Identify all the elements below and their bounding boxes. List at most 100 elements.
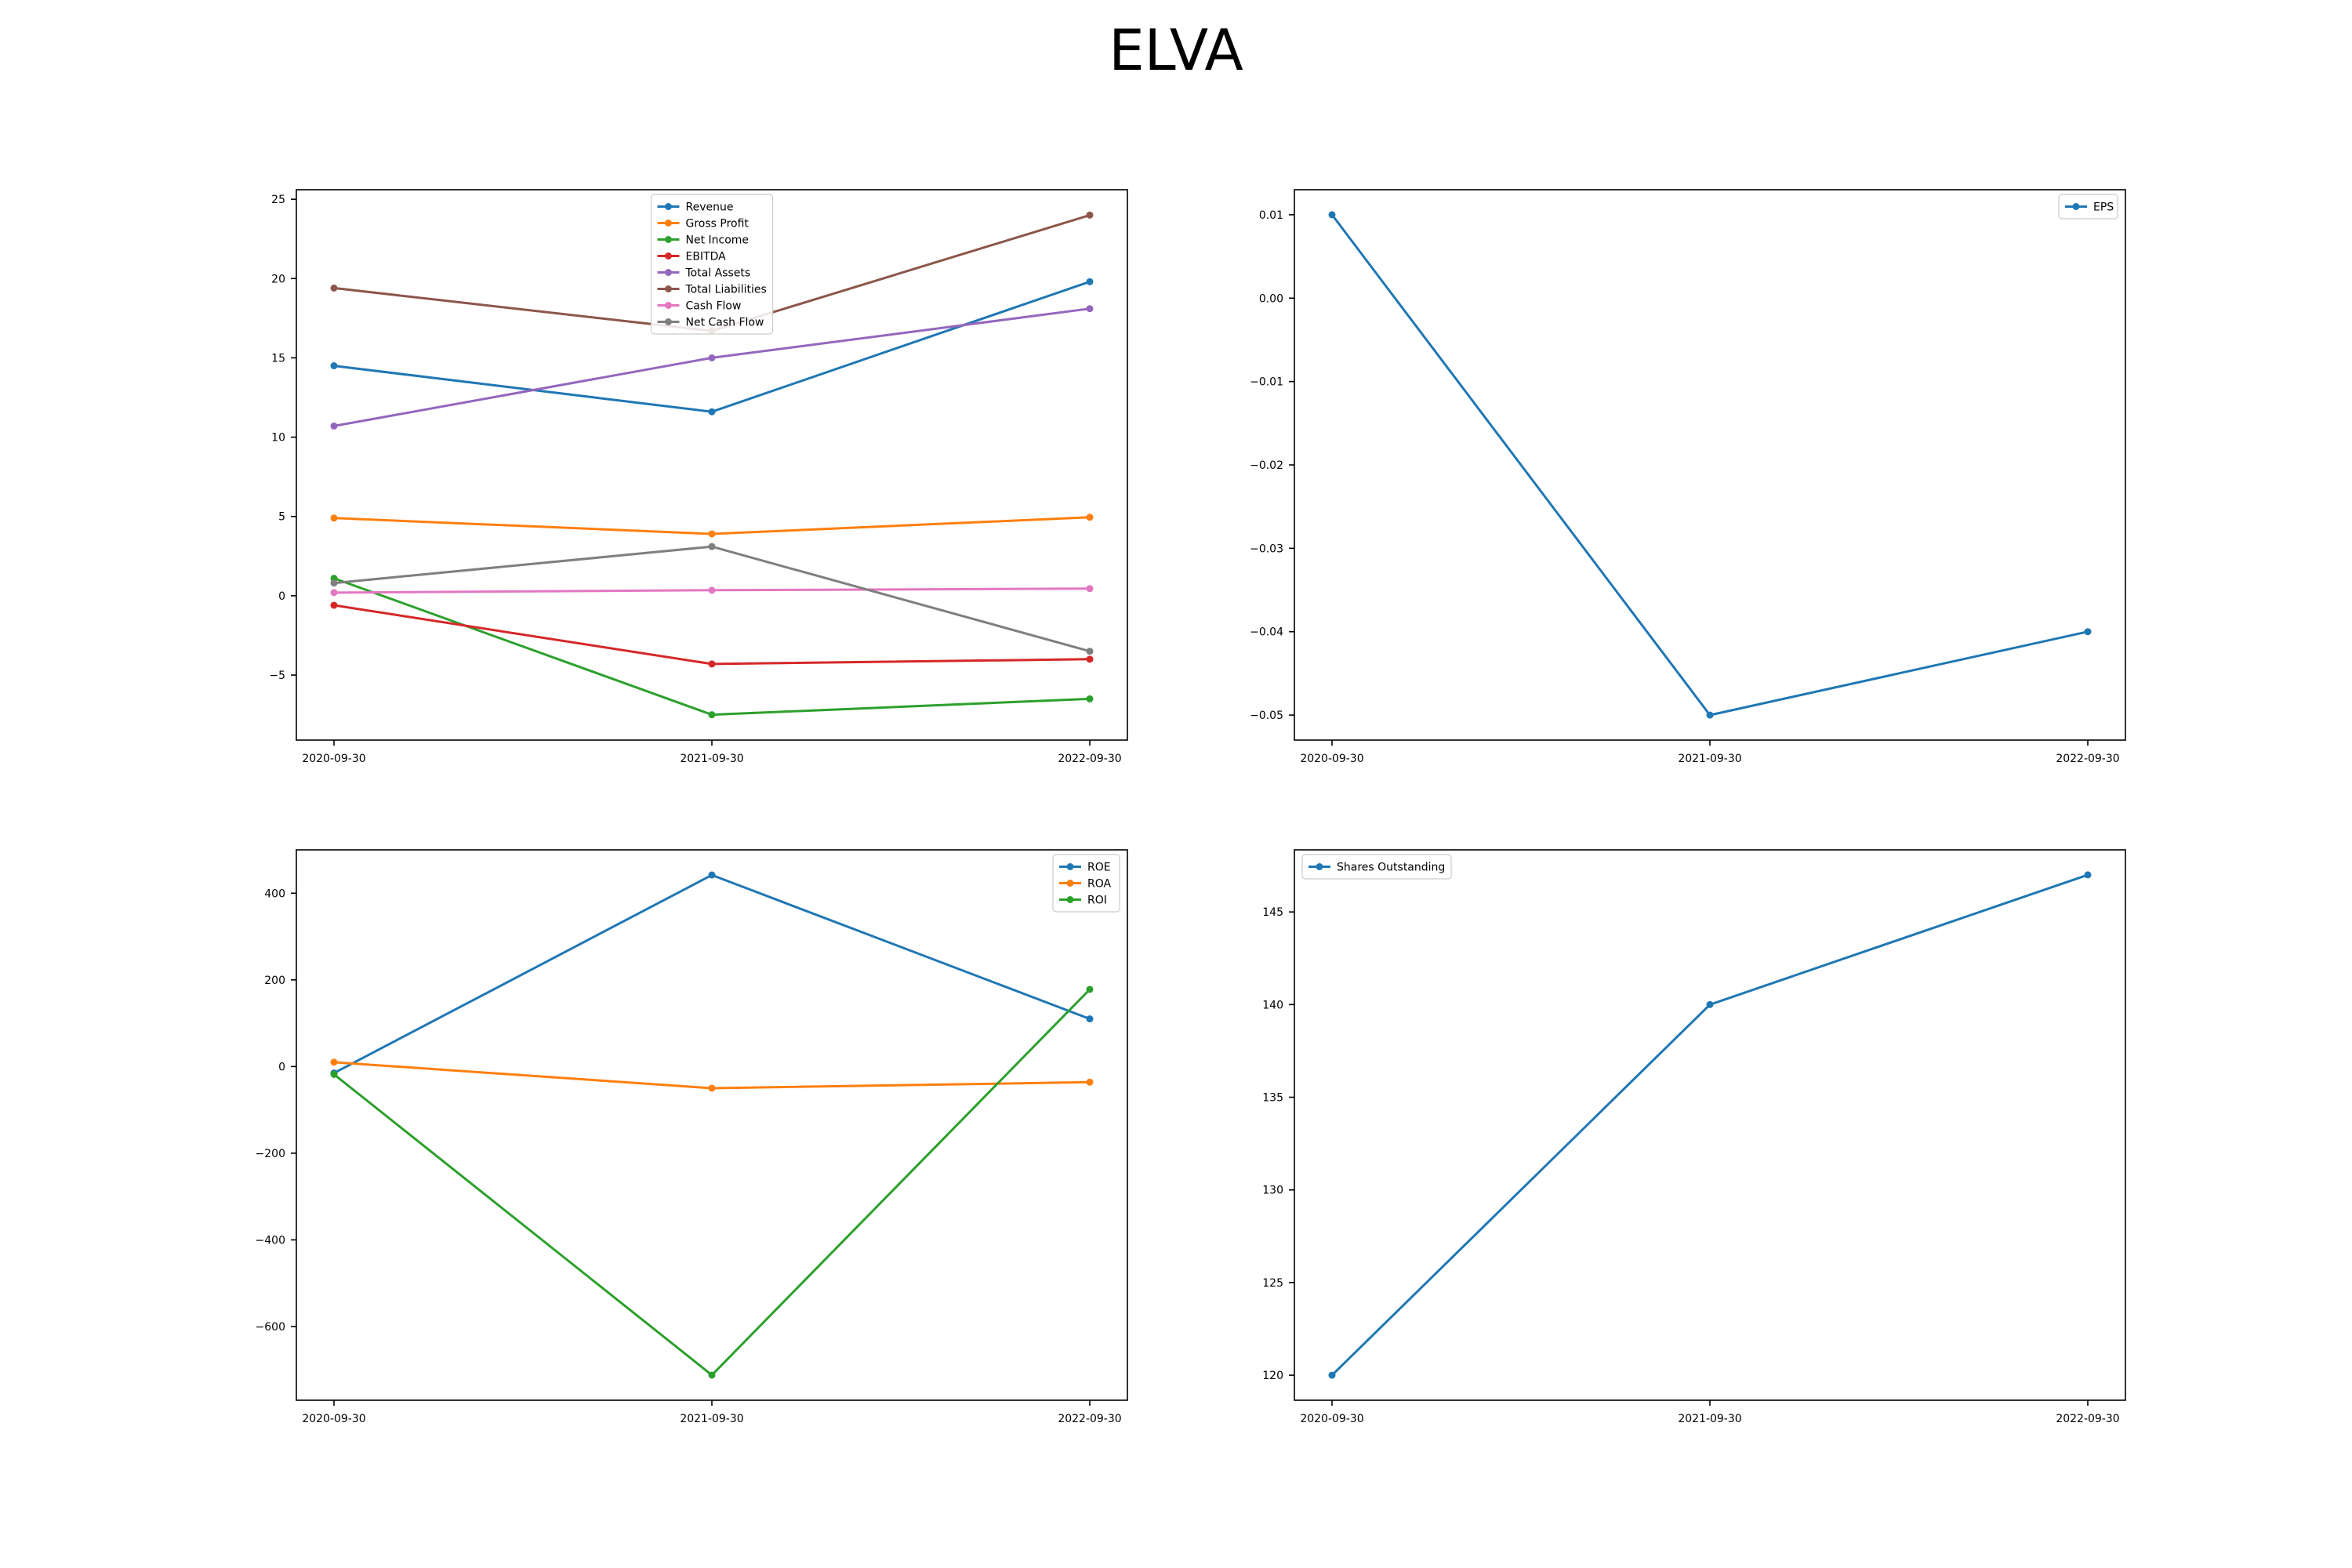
- legend-marker: [665, 220, 672, 227]
- legend-box: [1301, 854, 1452, 880]
- data-point: [330, 579, 338, 587]
- data-point: [1086, 1015, 1094, 1023]
- data-point: [708, 586, 716, 594]
- y-tick-label: 10: [271, 432, 285, 445]
- legend-marker: [665, 318, 672, 325]
- y-tick-label: 0.00: [1259, 292, 1283, 305]
- y-tick-label: 0: [278, 1061, 285, 1073]
- data-point: [1086, 695, 1094, 702]
- data-point: [330, 362, 338, 370]
- data-point: [1086, 305, 1094, 313]
- legend-label: EPS: [2093, 201, 2114, 214]
- x-tick-label: 2020-09-30: [1300, 1413, 1363, 1425]
- axes-frame: [1294, 849, 2126, 1401]
- data-point: [1706, 711, 1714, 719]
- y-tick-label: −400: [256, 1234, 285, 1247]
- x-tick-label: 2020-09-30: [302, 1413, 365, 1425]
- chart-returns: 2020-09-30 2021-09-30 2022-09-30 400 200 0 −20…: [256, 849, 1128, 1425]
- series-line: [333, 988, 1091, 1377]
- legend-label: Net Income: [686, 234, 750, 247]
- data-point: [708, 543, 716, 550]
- data-point: [708, 1084, 716, 1092]
- data-point: [330, 1070, 338, 1078]
- y-tick-label: 145: [1262, 906, 1283, 919]
- legend-marker: [665, 236, 672, 243]
- data-point: [1086, 514, 1094, 521]
- legend-label: ROE: [1087, 862, 1111, 874]
- y-tick-label: 120: [1262, 1370, 1283, 1382]
- data-point: [708, 354, 716, 361]
- data-point: [708, 1371, 716, 1379]
- y-tick-label: −5: [269, 670, 285, 682]
- x-tick-label: 2022-09-30: [1058, 753, 1121, 765]
- y-tick-label: 0: [278, 590, 285, 603]
- legend-marker: [665, 302, 672, 309]
- data-point: [1086, 985, 1094, 993]
- data-point: [330, 514, 338, 522]
- data-point: [330, 1058, 338, 1066]
- y-tick-label: −600: [256, 1321, 285, 1334]
- chart-eps: 2020-09-30 2021-09-30 2022-09-30 0.01 0.00 −0…: [1250, 189, 2126, 765]
- data-point: [330, 589, 338, 597]
- y-tick-label: −0.03: [1250, 543, 1283, 555]
- data-point: [2084, 628, 2092, 636]
- data-point: [1328, 211, 1336, 219]
- data-point: [330, 422, 338, 430]
- axes-frame: [296, 849, 1128, 1401]
- legend-marker: [2072, 203, 2080, 210]
- legend-marker: [665, 269, 672, 276]
- legend-label: ROA: [1087, 878, 1112, 891]
- data-point: [2084, 871, 2092, 879]
- x-tick-label: 2022-09-30: [2056, 753, 2119, 765]
- legend: Shares Outstanding: [1301, 854, 1452, 880]
- legend: Revenue Gross Profit Net Income EBITDA Total…: [650, 194, 774, 335]
- data-point: [1086, 585, 1094, 593]
- y-tick-label: 20: [271, 273, 285, 285]
- legend: EPS: [2058, 194, 2118, 220]
- legend-marker: [1316, 863, 1323, 870]
- y-tick-label: −0.02: [1250, 459, 1283, 472]
- data-point: [1086, 278, 1094, 285]
- x-tick-label: 2022-09-30: [1058, 1413, 1121, 1425]
- legend-marker: [665, 203, 672, 210]
- y-tick-label: 130: [1262, 1185, 1283, 1197]
- legend-label: Total Liabilities: [685, 284, 767, 296]
- data-point: [708, 660, 716, 668]
- legend-box: [2058, 194, 2118, 220]
- y-tick-label: 5: [278, 511, 285, 524]
- y-tick-label: 135: [1262, 1092, 1283, 1105]
- legend-label: Gross Profit: [686, 218, 750, 230]
- data-point: [1086, 1078, 1094, 1086]
- legend-marker: [1066, 896, 1074, 903]
- legend-label: Shares Outstanding: [1337, 862, 1445, 874]
- y-tick-label: 200: [264, 975, 285, 987]
- series-line: [333, 577, 1091, 717]
- x-tick-label: 2021-09-30: [680, 1413, 743, 1425]
- x-tick-label: 2021-09-30: [680, 753, 743, 765]
- y-tick-label: 25: [271, 194, 285, 206]
- y-tick-label: 0.01: [1259, 209, 1283, 222]
- x-tick-label: 2021-09-30: [1678, 1413, 1741, 1425]
- legend-marker: [1066, 863, 1074, 870]
- legend-label: Net Cash Flow: [686, 317, 764, 329]
- y-tick-label: 400: [264, 887, 285, 900]
- legend-label: Total Assets: [685, 267, 751, 280]
- y-tick-label: −0.05: [1250, 710, 1283, 722]
- legend-label: Cash Flow: [686, 300, 742, 313]
- legend-box: [650, 194, 774, 335]
- y-tick-label: −0.01: [1250, 376, 1283, 389]
- series-line: [333, 604, 1091, 666]
- chart-shares-outstanding: 2020-09-30 2021-09-30 2022-09-30 145 140 135 1…: [1262, 849, 2126, 1425]
- data-point: [1086, 648, 1094, 655]
- figure-title: ELVA: [1109, 17, 1243, 83]
- data-point: [330, 284, 338, 292]
- data-point: [1328, 1371, 1336, 1379]
- legend-marker: [1066, 880, 1074, 887]
- legend-marker: [665, 252, 672, 260]
- legend-marker: [665, 285, 672, 292]
- data-point: [1706, 1000, 1714, 1008]
- data-point: [708, 711, 716, 719]
- legend-label: EBITDA: [686, 251, 727, 263]
- series-line: [333, 545, 1091, 653]
